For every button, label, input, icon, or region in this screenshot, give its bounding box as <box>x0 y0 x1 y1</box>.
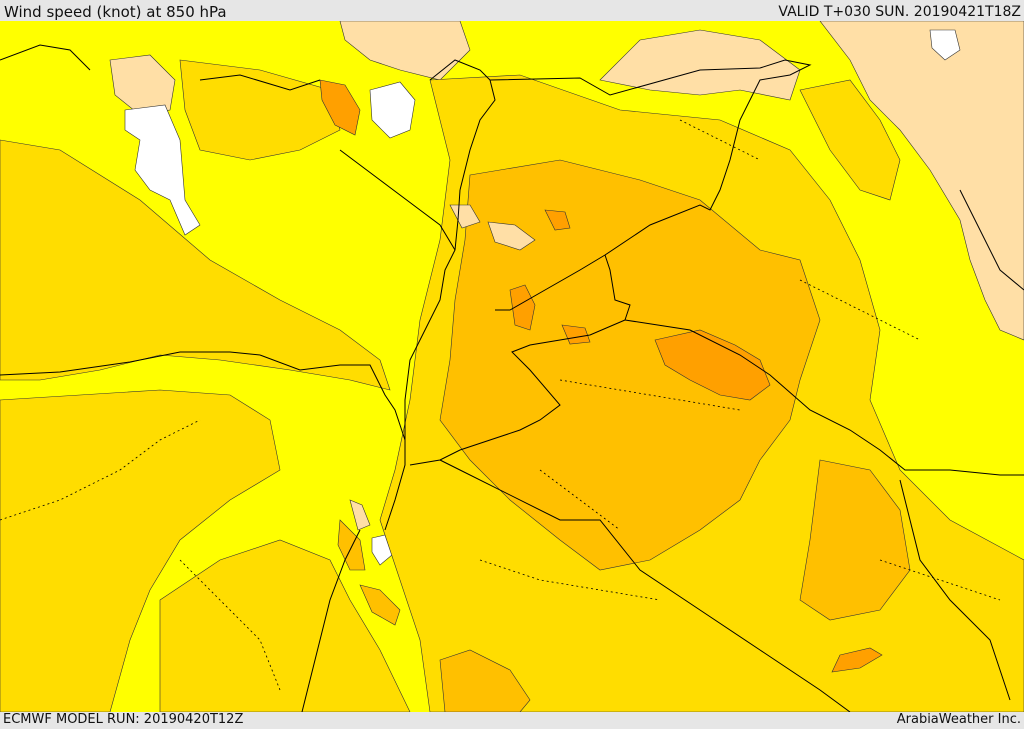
calm-spot-2 <box>369 81 416 139</box>
calm-zone-north-east <box>599 29 801 101</box>
province-lines <box>0 119 1001 691</box>
wind-band-3-southeast <box>799 459 911 621</box>
wind-band-4-core <box>654 329 771 401</box>
wind-band-3-patch <box>359 584 401 626</box>
wind-band-2-south <box>159 539 411 712</box>
calm-zone-east <box>819 21 1024 341</box>
credit-label: ArabiaWeather Inc. <box>896 712 1021 727</box>
wind-band-3-south-coast <box>439 649 531 712</box>
wind-band-4-north <box>509 284 536 331</box>
wind-band-2-southwest <box>0 389 281 712</box>
wind-band-4-patch-3 <box>831 647 883 673</box>
calm-spot-5 <box>371 534 393 566</box>
wind-band-4-patch-2 <box>561 324 591 345</box>
wind-band-4-patch <box>544 209 571 231</box>
wind-band-2-north <box>179 59 341 161</box>
wind-speed-map <box>0 21 1024 712</box>
country-borders <box>0 44 1024 712</box>
wind-band-2-west <box>0 139 391 391</box>
header-bar: Wind speed (knot) at 850 hPa VALID T+030… <box>0 0 1024 21</box>
calm-zone-north-west <box>109 54 176 116</box>
valid-time: VALID T+030 SUN. 20190421T18Z <box>778 4 1021 20</box>
calm-spot-8 <box>349 499 371 531</box>
footer-bar <box>0 712 1024 729</box>
wind-band-2-northeast <box>799 79 901 201</box>
model-run-label: ECMWF MODEL RUN: 20190420T12Z <box>3 712 244 727</box>
map-title: Wind speed (knot) at 850 hPa <box>4 3 227 21</box>
calm-spot-1 <box>124 104 201 236</box>
wind-band-3-central <box>439 159 821 571</box>
calm-spot-4 <box>929 29 961 61</box>
calm-spot-6 <box>487 221 536 251</box>
wind-band-4-northwest <box>319 79 361 136</box>
calm-zone-north <box>339 21 471 81</box>
